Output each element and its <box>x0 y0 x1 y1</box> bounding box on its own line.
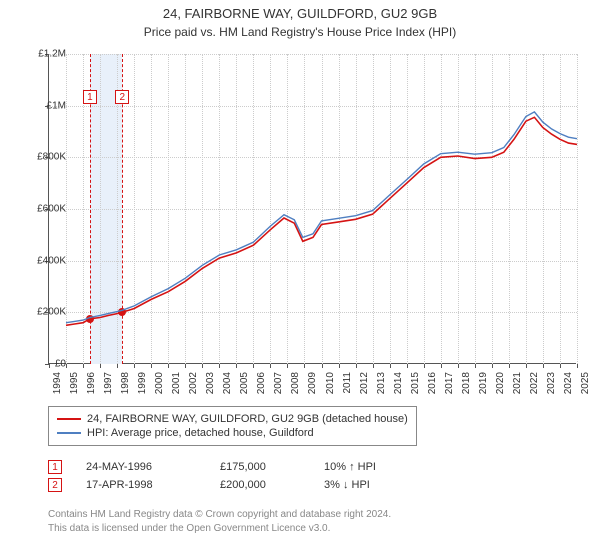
x-tick <box>322 364 323 368</box>
chart-area: 1994199519961997199819992000200120022003… <box>48 54 576 364</box>
footer-line-1: Contains HM Land Registry data © Crown c… <box>48 508 391 522</box>
x-tick <box>304 364 305 368</box>
sale-diff: 3% ↓ HPI <box>324 479 404 491</box>
x-tick <box>168 364 169 368</box>
legend-row: HPI: Average price, detached house, Guil… <box>57 427 408 439</box>
x-tick <box>236 364 237 368</box>
x-axis-label: 2020 <box>495 372 506 394</box>
x-tick <box>526 364 527 368</box>
sale-diff: 10% ↑ HPI <box>324 461 404 473</box>
legend-swatch <box>57 418 81 420</box>
footer-text: Contains HM Land Registry data © Crown c… <box>48 508 391 536</box>
x-axis-label: 1994 <box>52 372 63 394</box>
x-tick <box>117 364 118 368</box>
x-tick <box>475 364 476 368</box>
x-tick <box>219 364 220 368</box>
x-axis-label: 2012 <box>359 372 370 394</box>
x-axis-label: 2010 <box>325 372 336 394</box>
x-axis-label: 1998 <box>120 372 131 394</box>
legend-row: 24, FAIRBORNE WAY, GUILDFORD, GU2 9GB (d… <box>57 413 408 425</box>
x-axis-label: 1995 <box>69 372 80 394</box>
sale-price: £175,000 <box>220 461 300 473</box>
x-axis-label: 2022 <box>529 372 540 394</box>
series-line-hpi <box>66 112 577 323</box>
sale-row: 2 17-APR-1998 £200,000 3% ↓ HPI <box>48 478 404 492</box>
x-axis-label: 2008 <box>290 372 301 394</box>
sale-date: 24-MAY-1996 <box>86 461 196 473</box>
x-axis-label: 2014 <box>393 372 404 394</box>
y-axis-label: £1M <box>47 100 66 111</box>
legend-box: 24, FAIRBORNE WAY, GUILDFORD, GU2 9GB (d… <box>48 406 417 446</box>
x-axis-label: 2007 <box>273 372 284 394</box>
x-tick <box>270 364 271 368</box>
sale-row: 1 24-MAY-1996 £175,000 10% ↑ HPI <box>48 460 404 474</box>
x-tick <box>441 364 442 368</box>
x-tick <box>339 364 340 368</box>
x-tick <box>134 364 135 368</box>
x-axis-label: 2002 <box>188 372 199 394</box>
x-tick <box>356 364 357 368</box>
x-axis-label: 2023 <box>546 372 557 394</box>
x-axis-label: 1996 <box>86 372 97 394</box>
chart-subtitle: Price paid vs. HM Land Registry's House … <box>0 25 600 39</box>
x-axis-label: 2025 <box>580 372 591 394</box>
x-tick <box>509 364 510 368</box>
x-axis-label: 2011 <box>342 372 353 394</box>
x-axis-label: 2017 <box>444 372 455 394</box>
x-tick <box>407 364 408 368</box>
legend-swatch <box>57 432 81 434</box>
x-axis-label: 2018 <box>461 372 472 394</box>
x-tick <box>287 364 288 368</box>
x-tick <box>458 364 459 368</box>
sale-row-marker: 1 <box>48 460 62 474</box>
x-tick <box>66 364 67 368</box>
x-axis-label: 2005 <box>239 372 250 394</box>
x-axis-label: 2006 <box>256 372 267 394</box>
footer-line-2: This data is licensed under the Open Gov… <box>48 522 391 536</box>
x-axis-label: 1997 <box>103 372 114 394</box>
gridline-vertical <box>577 54 579 364</box>
x-tick <box>49 364 50 368</box>
x-axis-label: 2016 <box>427 372 438 394</box>
x-tick <box>100 364 101 368</box>
x-axis-label: 2015 <box>410 372 421 394</box>
x-tick <box>424 364 425 368</box>
y-axis-label: £0 <box>55 359 66 370</box>
x-tick <box>560 364 561 368</box>
chart-title: 24, FAIRBORNE WAY, GUILDFORD, GU2 9GB <box>0 6 600 21</box>
sale-price: £200,000 <box>220 479 300 491</box>
x-axis-label: 2009 <box>307 372 318 394</box>
x-tick <box>83 364 84 368</box>
y-axis-label: £400K <box>37 255 66 266</box>
x-axis-label: 2024 <box>563 372 574 394</box>
x-axis-label: 2004 <box>222 372 233 394</box>
y-axis-label: £800K <box>37 152 66 163</box>
x-tick <box>492 364 493 368</box>
x-tick <box>185 364 186 368</box>
sale-row-marker: 2 <box>48 478 62 492</box>
x-axis-label: 2021 <box>512 372 523 394</box>
y-axis-label: £200K <box>37 307 66 318</box>
x-tick <box>577 364 578 368</box>
x-axis-label: 1999 <box>137 372 148 394</box>
x-tick <box>543 364 544 368</box>
line-series-svg <box>49 54 577 364</box>
sale-date: 17-APR-1998 <box>86 479 196 491</box>
x-tick <box>202 364 203 368</box>
x-axis-label: 2013 <box>376 372 387 394</box>
y-axis-label: £600K <box>37 204 66 215</box>
x-tick <box>373 364 374 368</box>
y-axis-label: £1.2M <box>38 49 66 60</box>
sales-table: 1 24-MAY-1996 £175,000 10% ↑ HPI 2 17-APR-199… <box>48 456 404 496</box>
plot-region: 1994199519961997199819992000200120022003… <box>48 54 576 364</box>
x-tick <box>151 364 152 368</box>
legend-label: HPI: Average price, detached house, Guil… <box>87 427 314 439</box>
x-axis-label: 2000 <box>154 372 165 394</box>
x-axis-label: 2003 <box>205 372 216 394</box>
x-tick <box>390 364 391 368</box>
legend-label: 24, FAIRBORNE WAY, GUILDFORD, GU2 9GB (d… <box>87 413 408 425</box>
x-axis-label: 2019 <box>478 372 489 394</box>
x-tick <box>253 364 254 368</box>
x-axis-label: 2001 <box>171 372 182 394</box>
